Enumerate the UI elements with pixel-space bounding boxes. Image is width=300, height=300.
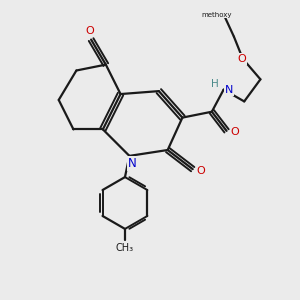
Text: H: H — [212, 79, 219, 89]
Text: N: N — [225, 85, 233, 94]
Text: CH₃: CH₃ — [116, 243, 134, 253]
Text: O: O — [230, 127, 239, 137]
Text: O: O — [237, 54, 246, 64]
Text: O: O — [196, 166, 205, 176]
Text: O: O — [85, 26, 94, 36]
Text: N: N — [128, 157, 137, 170]
Text: methoxy: methoxy — [201, 12, 232, 18]
